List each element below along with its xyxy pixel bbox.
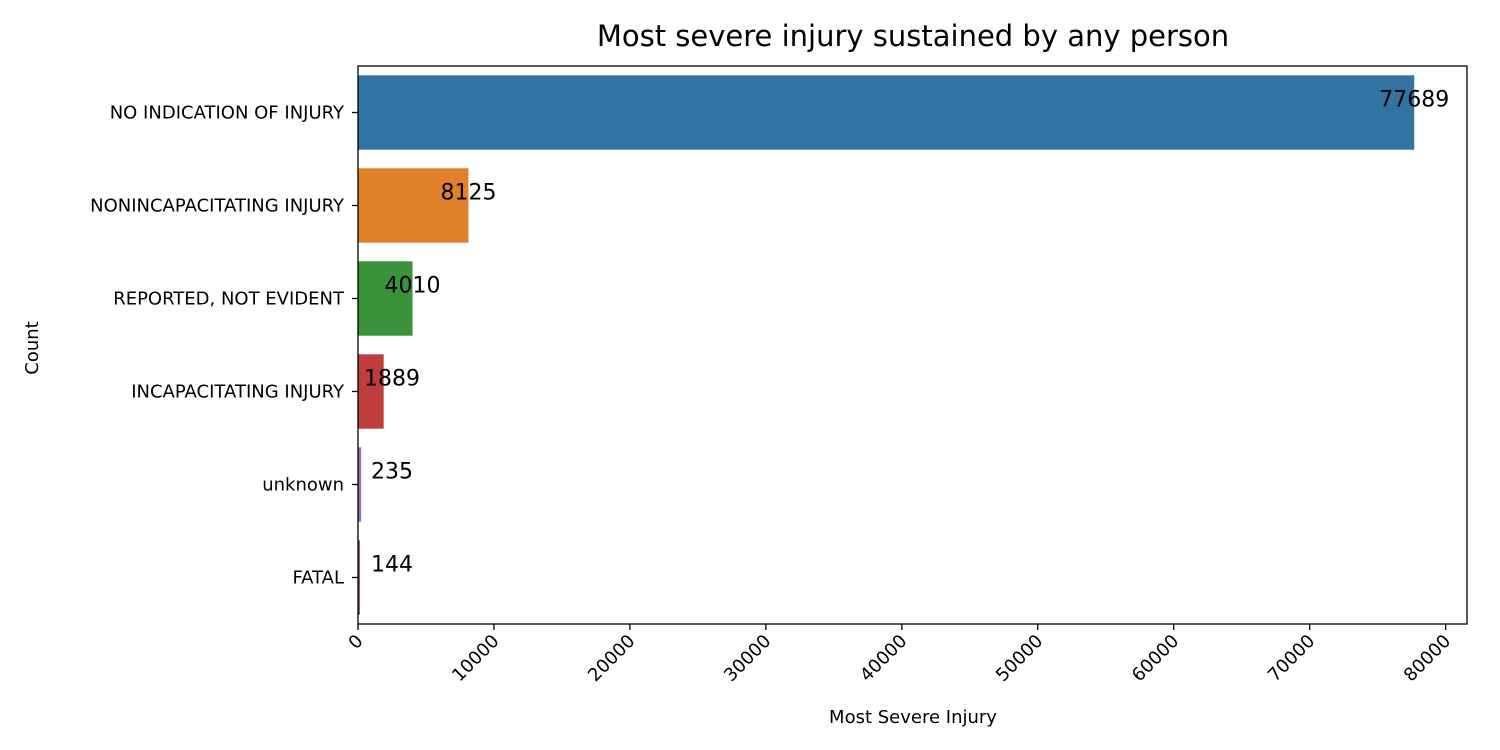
bar-2 (358, 261, 413, 336)
x-tick-label-1: 10000 (448, 631, 503, 686)
plot-frame (357, 65, 1468, 625)
x-axis-label: Most Severe Injury (829, 707, 997, 728)
chart-title: Most severe injury sustained by any pers… (597, 19, 1229, 53)
y-tick-label-0: NO INDICATION OF INJURY (110, 103, 345, 124)
data-label-0: 77689 (1379, 88, 1449, 113)
y-tick-label-5: FATAL (292, 568, 344, 589)
bar-0 (358, 75, 1415, 150)
y-axis-label: Count (22, 321, 43, 374)
x-tick-label-4: 40000 (856, 631, 911, 686)
y-tick-labels: NO INDICATION OF INJURY NONINCAPACITATING… (90, 103, 358, 589)
bar-1 (358, 168, 469, 243)
data-label-4: 235 (371, 460, 413, 485)
bars-group (358, 75, 1415, 615)
data-label-5: 144 (371, 553, 413, 578)
x-ticks: 0 10000 20000 30000 40000 50000 60000 70000 8000… (345, 624, 1455, 686)
x-tick-label-3: 30000 (720, 631, 775, 686)
x-tick-label-8: 80000 (1400, 631, 1455, 686)
data-labels: 77689 8125 4010 1889 235 144 (364, 88, 1449, 578)
data-label-2: 4010 (385, 274, 441, 299)
y-tick-label-2: REPORTED, NOT EVIDENT (113, 289, 345, 310)
data-label-3: 1889 (364, 367, 420, 392)
y-tick-label-3: INCAPACITATING INJURY (131, 382, 345, 403)
bar-5 (358, 540, 360, 615)
x-tick-label-6: 60000 (1128, 631, 1183, 686)
bar-4 (358, 447, 362, 522)
x-tick-label-5: 50000 (992, 631, 1047, 686)
x-tick-label-2: 20000 (584, 631, 639, 686)
y-tick-label-4: unknown (262, 475, 344, 496)
y-tick-label-1: NONINCAPACITATING INJURY (90, 196, 345, 217)
bar-3 (358, 354, 384, 429)
data-label-1: 8125 (440, 181, 496, 206)
x-tick-label-7: 70000 (1264, 631, 1319, 686)
x-tick-label-0: 0 (345, 631, 368, 654)
